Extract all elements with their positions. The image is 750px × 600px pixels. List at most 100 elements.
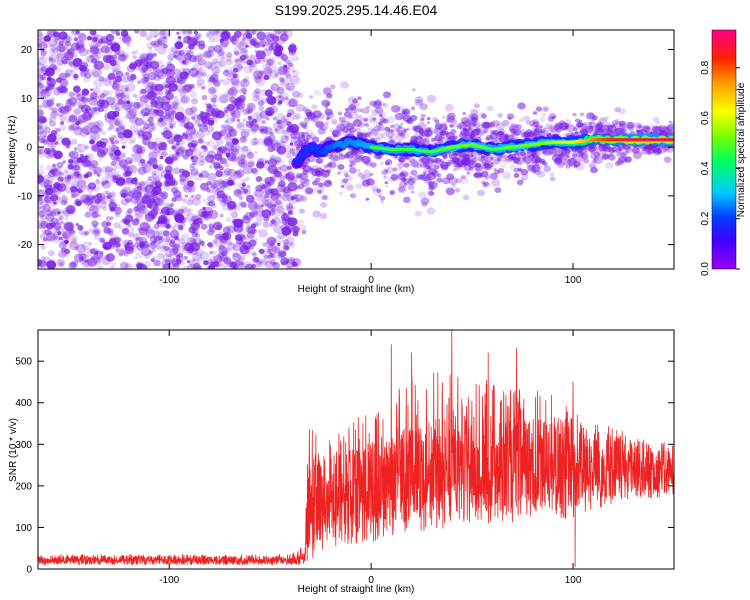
noise-speckle (239, 200, 247, 208)
noise-speckle (267, 165, 278, 174)
noise-speckle (49, 111, 58, 119)
noise-speckle (60, 136, 66, 141)
noise-speckle (241, 37, 246, 41)
noise-speckle (238, 30, 248, 35)
signal-halo (531, 164, 541, 172)
signal-halo (342, 178, 349, 184)
noise-speckle (56, 162, 64, 169)
noise-speckle (226, 225, 236, 234)
noise-speckle (89, 205, 99, 214)
noise-speckle (161, 194, 168, 200)
noise-speckle (77, 33, 88, 42)
noise-speckle (276, 183, 287, 193)
noise-speckle (219, 180, 228, 189)
noise-speckle (285, 225, 289, 229)
noise-speckle (70, 186, 78, 193)
noise-speckle (259, 40, 266, 46)
noise-speckle (90, 229, 97, 235)
noise-speckle (59, 114, 67, 122)
signal-halo (410, 106, 416, 110)
noise-speckle (113, 59, 120, 66)
noise-speckle (273, 248, 281, 255)
noise-speckle (162, 243, 166, 247)
noise-speckle (288, 48, 296, 56)
noise-speckle (224, 119, 229, 124)
noise-speckle (113, 236, 121, 244)
noise-speckle (98, 213, 102, 218)
signal-halo (529, 123, 534, 127)
noise-speckle (107, 144, 116, 152)
noise-speckle (229, 261, 237, 269)
noise-speckle (218, 59, 227, 68)
colorbar-tick-label: 0.4 (700, 161, 711, 175)
noise-speckle (88, 139, 95, 145)
noise-speckle (66, 49, 72, 55)
noise-speckle (194, 70, 204, 79)
noise-speckle (130, 73, 136, 78)
snr-xlabel: Height of straight line (km) (298, 584, 415, 595)
noise-speckle (78, 253, 87, 260)
noise-speckle (224, 109, 229, 114)
noise-speckle (56, 142, 61, 146)
noise-speckle (252, 252, 258, 257)
signal-halo (346, 184, 355, 192)
noise-speckle (207, 209, 219, 220)
noise-speckle (288, 78, 293, 83)
signal-halo (328, 155, 335, 161)
noise-speckle (114, 139, 120, 145)
noise-speckle (167, 105, 177, 114)
signal-halo (375, 137, 382, 142)
noise-speckle (100, 177, 110, 185)
noise-speckle (123, 240, 129, 246)
signal-halo (379, 113, 383, 118)
noise-speckle (69, 229, 75, 234)
noise-speckle (195, 154, 205, 163)
noise-speckle (209, 250, 214, 255)
noise-speckle (268, 188, 274, 194)
y-tick-label: 0 (26, 143, 32, 154)
noise-speckle (151, 247, 156, 252)
noise-speckle (57, 107, 63, 113)
x-tick-label: -100 (159, 575, 179, 586)
signal-halo (559, 151, 567, 157)
signal-halo (589, 146, 599, 154)
noise-speckle (247, 105, 253, 110)
noise-speckle (91, 68, 102, 78)
noise-speckle (180, 233, 189, 241)
noise-speckle (208, 223, 215, 229)
noise-speckle (76, 173, 84, 180)
noise-speckle (65, 204, 76, 214)
noise-speckle (98, 98, 106, 105)
noise-speckle (151, 173, 158, 180)
signal-halo (401, 177, 407, 182)
noise-speckle (147, 72, 157, 81)
noise-speckle (236, 97, 244, 104)
noise-speckle (263, 189, 268, 194)
signal-halo (540, 129, 545, 134)
noise-speckle (96, 173, 101, 177)
noise-speckle (38, 210, 46, 217)
noise-speckle (163, 130, 172, 138)
noise-speckle (51, 148, 56, 153)
noise-speckle (263, 138, 273, 147)
noise-speckle (235, 169, 245, 178)
noise-speckle (253, 137, 258, 141)
noise-speckle (115, 107, 120, 112)
noise-speckle (204, 130, 211, 136)
noise-speckle (205, 154, 215, 163)
noise-speckle (43, 126, 51, 134)
noise-speckle (185, 121, 194, 130)
signal-halo (441, 161, 447, 166)
noise-speckle (153, 109, 159, 114)
noise-speckle (155, 96, 162, 101)
noise-speckle (58, 31, 68, 40)
noise-speckle (42, 203, 51, 212)
signal-halo (562, 158, 572, 166)
noise-speckle (109, 137, 115, 142)
noise-speckle (111, 54, 117, 60)
signal-halo (578, 129, 585, 135)
noise-speckle (56, 102, 64, 109)
noise-speckle (285, 265, 292, 269)
noise-speckle (96, 199, 107, 209)
